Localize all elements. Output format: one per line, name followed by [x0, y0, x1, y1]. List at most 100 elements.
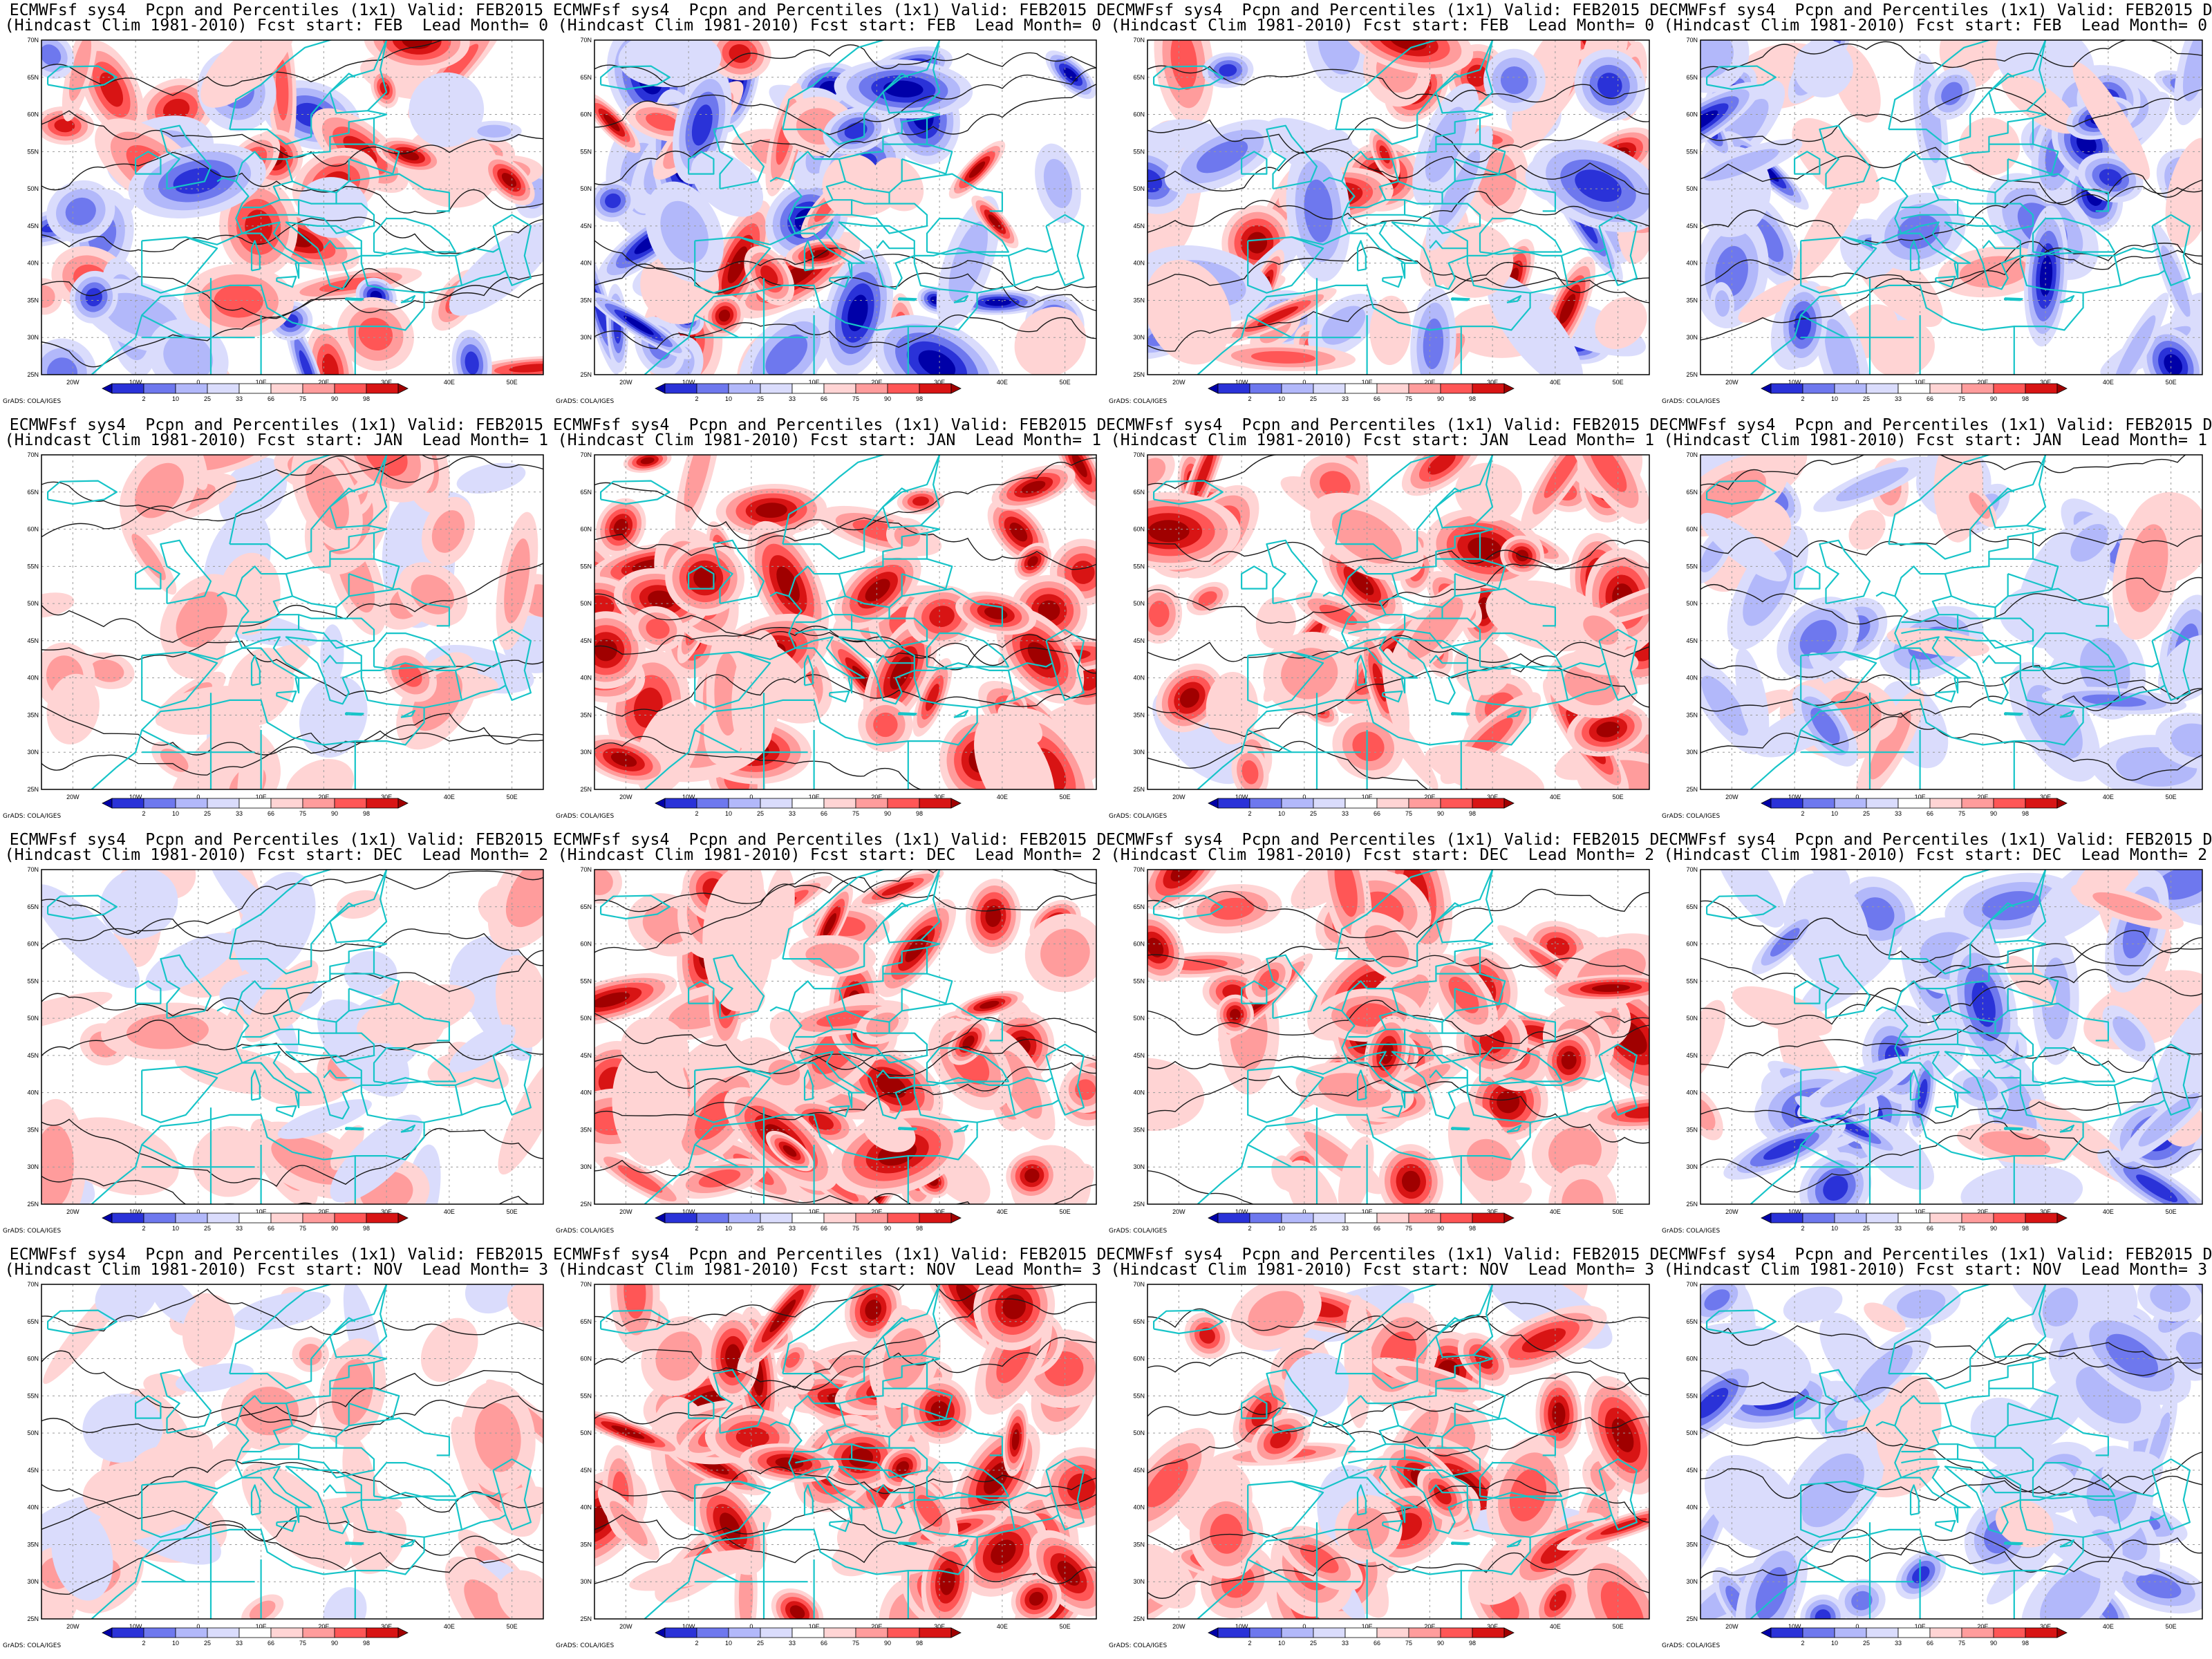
- colorbar-box: [855, 1627, 888, 1638]
- panel-title-line1: ECMWFsf sys4 Pcpn and Percentiles (1x1) …: [9, 831, 544, 849]
- lat-tick-label: 45N: [1686, 1467, 1698, 1474]
- panel-title-line2: (Hindcast Clim 1981-2010) Fcst start: JA…: [557, 431, 1102, 449]
- colorbar-box: [1313, 798, 1346, 809]
- lat-tick-label: 65N: [27, 903, 39, 910]
- shade-cell: [1029, 1591, 1044, 1606]
- shade-cell: [173, 167, 221, 194]
- shade-cell: [1700, 1098, 1716, 1130]
- colorbar-tick-label: 98: [2022, 810, 2029, 817]
- coastline: [829, 275, 850, 288]
- coastline: [788, 565, 815, 597]
- shade-cell: [1067, 1473, 1096, 1502]
- lat-tick-label: 30N: [580, 1163, 592, 1170]
- coastline: [1197, 699, 1531, 789]
- coastline: [367, 40, 388, 111]
- colorbar-tick-label: 98: [1469, 1640, 1476, 1647]
- lon-tick-label: 20E: [1424, 1623, 1435, 1630]
- coastline: [2151, 1458, 2191, 1530]
- lon-tick-label: 30E: [1487, 379, 1498, 386]
- shade-cell: [155, 686, 270, 735]
- coastline: [713, 539, 765, 605]
- coastline: [688, 151, 715, 175]
- colorbar: 2 10 25 33 66 75 90 98: [655, 383, 962, 402]
- shade-cell: [1485, 580, 1607, 652]
- colorbar-tick-label: 2: [695, 395, 698, 402]
- lat-tick-label: 65N: [27, 74, 39, 81]
- lat-tick-label: 35N: [1686, 1126, 1698, 1133]
- colorbar-tick-label: 2: [1248, 395, 1251, 402]
- coastline: [1750, 1114, 2084, 1204]
- coastline: [373, 1047, 457, 1085]
- lat-tick-label: 70N: [1133, 37, 1145, 44]
- coastline: [1750, 284, 2084, 375]
- coastline: [492, 1458, 532, 1530]
- coastline: [2059, 709, 2075, 718]
- coastline: [901, 1417, 1004, 1456]
- shade-cell: [1401, 1170, 1421, 1192]
- map-frame: [1147, 454, 1650, 790]
- coastline: [1982, 240, 2021, 250]
- lon-tick-label: 0: [749, 1208, 753, 1215]
- coastline: [1014, 1514, 1060, 1530]
- coastline: [1404, 1447, 1481, 1479]
- colorbar-box: [1281, 1627, 1314, 1638]
- map-frame: [1700, 454, 2203, 790]
- colorbar-box: [728, 1627, 761, 1638]
- coastline: [1347, 221, 1418, 279]
- coastlines: [1706, 40, 2191, 375]
- lat-tick-label: 70N: [1686, 451, 1698, 458]
- panel-title-line1: ECMWFsf sys4 Pcpn and Percentiles (1x1) …: [9, 1246, 544, 1264]
- lon-tick-label: 30E: [381, 379, 392, 386]
- coastline: [1335, 40, 1494, 145]
- coastline: [2032, 1462, 2116, 1499]
- coastline: [1367, 487, 1494, 575]
- lon-tick-label: 0: [1302, 794, 1306, 800]
- colorbar-tick-label: 33: [1342, 395, 1349, 402]
- coastline: [1404, 617, 1481, 649]
- colorbar-tick-label: 2: [1801, 810, 1804, 817]
- shade-cell: [41, 1125, 74, 1204]
- coastline: [1935, 1105, 1956, 1118]
- colorbar-box: [2025, 1627, 2058, 1638]
- colorbar-tick-label: 33: [236, 1225, 243, 1232]
- shade-cell: [594, 992, 630, 1008]
- lat-tick-label: 25N: [27, 786, 39, 793]
- coastline: [276, 690, 297, 703]
- colorbar-box: [207, 798, 240, 809]
- shade-cell: [1607, 588, 1649, 618]
- colorbar-box: [696, 798, 729, 809]
- colorbar-tick-label: 75: [1958, 1640, 1965, 1647]
- shade-cell: [505, 870, 543, 928]
- shade-cell: [1700, 1387, 1729, 1419]
- coastline: [913, 662, 1016, 709]
- shade-cell: [1700, 110, 1718, 133]
- lat-tick-label: 40N: [1686, 1504, 1698, 1511]
- coastline: [2059, 294, 2075, 303]
- colorbar-tick-label: 25: [757, 395, 764, 402]
- colorbar-arrow-left: [655, 383, 666, 394]
- colorbar-tick-label: 90: [884, 1640, 891, 1647]
- lat-tick-label: 40N: [580, 260, 592, 267]
- map-frame: [1147, 39, 1650, 375]
- colorbar-arrow-right: [397, 1212, 409, 1224]
- percentile-shading: [1700, 870, 2202, 1204]
- coastline: [838, 1465, 915, 1535]
- lon-tick-label: 30E: [934, 379, 945, 386]
- colorbar-box: [1993, 1627, 2026, 1638]
- contour-line: [41, 268, 543, 368]
- shade-cell: [1433, 223, 1514, 298]
- coastline: [1291, 1006, 1356, 1075]
- coastline: [1506, 1539, 1522, 1548]
- coastline: [901, 588, 1004, 627]
- lat-tick-label: 30N: [27, 334, 39, 341]
- colorbar-box: [1834, 798, 1867, 809]
- panel-title-line1: ECMWFsf sys4 Pcpn and Percentiles (1x1) …: [1659, 1246, 2212, 1264]
- lat-tick-label: 35N: [580, 297, 592, 303]
- coastline: [1706, 1309, 1777, 1335]
- map-panel: ECMWFsf sys4 Pcpn and Percentiles (1x1) …: [1659, 830, 2212, 1244]
- panel-title: ECMWFsf sys4 Pcpn and Percentiles (1x1) …: [553, 418, 1106, 449]
- coastline: [898, 297, 917, 301]
- coastlines: [1706, 1284, 2191, 1619]
- lon-tick-label: 50E: [507, 1208, 518, 1215]
